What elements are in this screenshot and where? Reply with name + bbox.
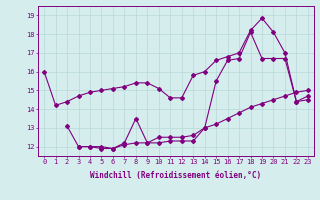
X-axis label: Windchill (Refroidissement éolien,°C): Windchill (Refroidissement éolien,°C) [91, 171, 261, 180]
